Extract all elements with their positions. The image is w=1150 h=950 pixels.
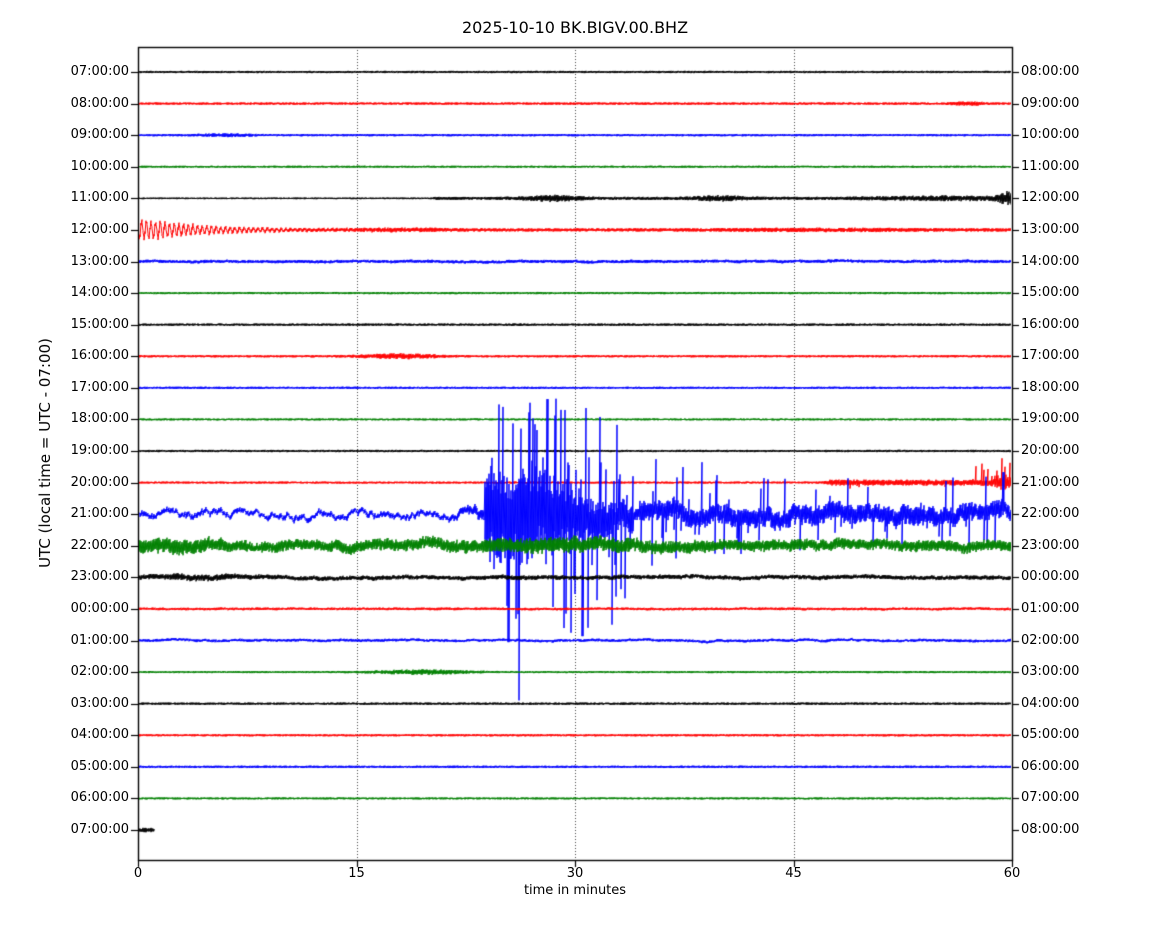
utc-time-label: 01:00:00 bbox=[70, 633, 129, 648]
local-time-label: 17:00:00 bbox=[1021, 348, 1080, 363]
utc-time-label: 03:00:00 bbox=[70, 696, 129, 711]
utc-time-label: 13:00:00 bbox=[70, 254, 129, 269]
utc-time-label: 19:00:00 bbox=[70, 443, 129, 458]
utc-time-label: 23:00:00 bbox=[70, 569, 129, 584]
utc-time-label: 06:00:00 bbox=[70, 790, 129, 805]
local-time-label: 08:00:00 bbox=[1021, 822, 1080, 837]
utc-time-label: 16:00:00 bbox=[70, 348, 129, 363]
local-time-label: 03:00:00 bbox=[1021, 664, 1080, 679]
local-time-label: 08:00:00 bbox=[1021, 64, 1080, 79]
local-time-label: 11:00:00 bbox=[1021, 159, 1080, 174]
local-time-label: 19:00:00 bbox=[1021, 411, 1080, 426]
x-tick-label: 30 bbox=[566, 866, 584, 881]
local-time-label: 13:00:00 bbox=[1021, 222, 1080, 237]
local-time-label: 00:00:00 bbox=[1021, 569, 1080, 584]
utc-time-label: 09:00:00 bbox=[70, 127, 129, 142]
chart-title: 2025-10-10 BK.BIGV.00.BHZ bbox=[461, 18, 689, 37]
utc-time-label: 21:00:00 bbox=[70, 506, 129, 521]
x-tick-label: 0 bbox=[133, 866, 143, 881]
utc-time-label: 20:00:00 bbox=[70, 475, 129, 490]
local-time-label: 04:00:00 bbox=[1021, 696, 1080, 711]
utc-time-label: 02:00:00 bbox=[70, 664, 129, 679]
utc-time-label: 07:00:00 bbox=[70, 64, 129, 79]
x-tick-label: 60 bbox=[1003, 866, 1021, 881]
local-time-label: 02:00:00 bbox=[1021, 633, 1080, 648]
utc-time-label: 04:00:00 bbox=[70, 727, 129, 742]
utc-time-label: 07:00:00 bbox=[70, 822, 129, 837]
utc-time-label: 11:00:00 bbox=[70, 190, 129, 205]
utc-time-label: 12:00:00 bbox=[70, 222, 129, 237]
local-time-label: 18:00:00 bbox=[1021, 380, 1080, 395]
local-time-label: 01:00:00 bbox=[1021, 601, 1080, 616]
local-time-label: 15:00:00 bbox=[1021, 285, 1080, 300]
local-time-label: 14:00:00 bbox=[1021, 254, 1080, 269]
local-time-label: 12:00:00 bbox=[1021, 190, 1080, 205]
local-time-label: 07:00:00 bbox=[1021, 790, 1080, 805]
local-time-label: 09:00:00 bbox=[1021, 96, 1080, 111]
utc-time-label: 14:00:00 bbox=[70, 285, 129, 300]
utc-time-label: 15:00:00 bbox=[70, 317, 129, 332]
x-tick-label: 45 bbox=[785, 866, 802, 881]
local-time-label: 06:00:00 bbox=[1021, 759, 1080, 774]
utc-time-label: 18:00:00 bbox=[70, 411, 129, 426]
utc-time-label: 00:00:00 bbox=[70, 601, 129, 616]
utc-time-label: 17:00:00 bbox=[70, 380, 129, 395]
utc-time-label: 08:00:00 bbox=[70, 96, 129, 111]
local-time-label: 10:00:00 bbox=[1021, 127, 1080, 142]
utc-time-label: 22:00:00 bbox=[70, 538, 129, 553]
local-time-label: 22:00:00 bbox=[1021, 506, 1080, 521]
local-time-label: 05:00:00 bbox=[1021, 727, 1080, 742]
local-time-label: 16:00:00 bbox=[1021, 317, 1080, 332]
x-axis-label: time in minutes bbox=[523, 883, 627, 898]
local-time-label: 20:00:00 bbox=[1021, 443, 1080, 458]
x-tick-label: 15 bbox=[348, 866, 365, 881]
local-time-label: 21:00:00 bbox=[1021, 475, 1080, 490]
local-time-label: 23:00:00 bbox=[1021, 538, 1080, 553]
utc-time-label: 05:00:00 bbox=[70, 759, 129, 774]
utc-time-label: 10:00:00 bbox=[70, 159, 129, 174]
